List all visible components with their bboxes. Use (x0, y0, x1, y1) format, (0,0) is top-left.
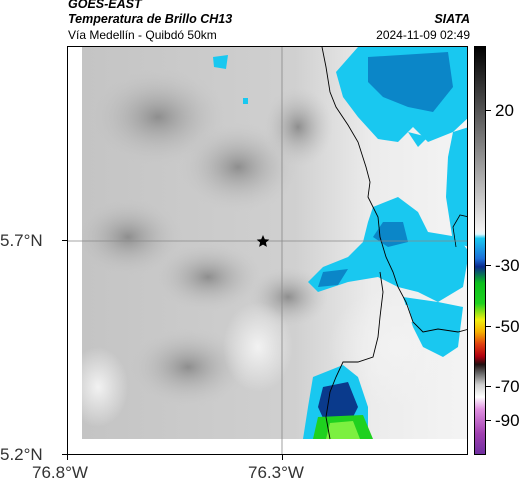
colorbar-label-neg90: -90 (495, 411, 520, 430)
x-tick (67, 455, 68, 460)
timestamp-label: 2024-11-09 02:49 (376, 28, 470, 42)
colorbar-tick (486, 265, 491, 266)
colorbar-gradient (475, 47, 485, 454)
star-icon[interactable] (256, 235, 270, 247)
colorbar-label-20: 20 (495, 101, 514, 120)
satellite-image (68, 47, 467, 454)
organization-label: SIATA (434, 12, 470, 26)
product-title: Temperatura de Brillo CH13 (68, 12, 233, 26)
colorbar-tick (486, 110, 491, 111)
y-tick (62, 240, 67, 241)
y-axis-label-5-7n: 5.7°N (0, 231, 43, 250)
y-axis-label-5-2n: 5.2°N (0, 445, 43, 464)
x-tick (282, 455, 283, 460)
x-axis-label-76-8w: 76.8°W (32, 463, 88, 482)
colorbar-label-neg30: -30 (495, 256, 520, 275)
map-panel[interactable] (67, 46, 468, 455)
colorbar-label-neg70: -70 (495, 377, 520, 396)
region-label: Vía Medellín - Quibdó 50km (68, 28, 217, 42)
colorbar-tick (486, 386, 491, 387)
x-axis-label-76-3w: 76.3°W (248, 463, 304, 482)
satellite-title: GOES-EAST (68, 0, 142, 11)
colorbar-tick (486, 326, 491, 327)
colorbar-label-neg50: -50 (495, 317, 520, 336)
colorbar-tick (486, 420, 491, 421)
y-tick (62, 454, 67, 455)
colorbar (474, 46, 486, 455)
